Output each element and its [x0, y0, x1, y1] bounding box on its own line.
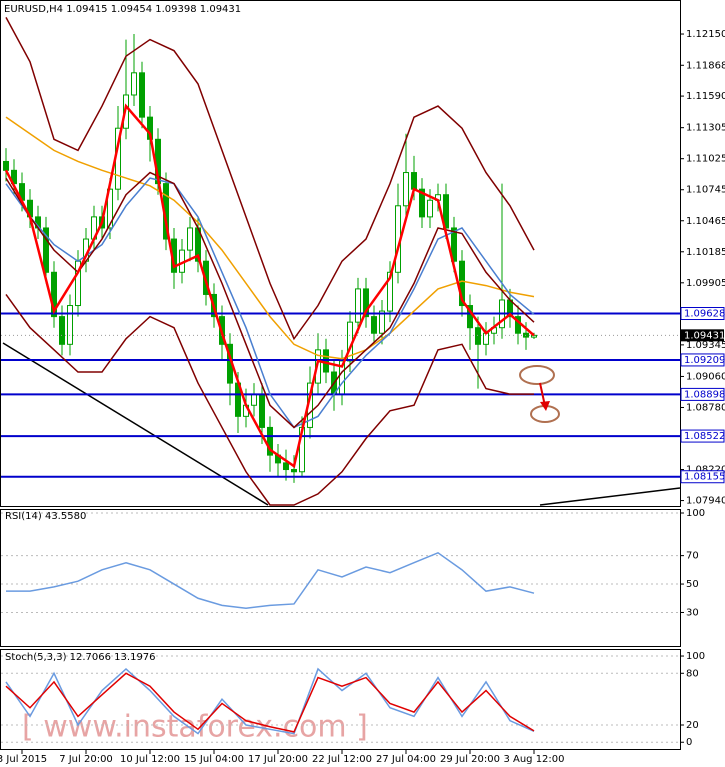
candle-body — [43, 227, 49, 273]
y-tick-label: 1.08220 — [686, 465, 725, 476]
level-label: 1.08898 — [684, 389, 725, 400]
x-tick-label: 22 Jul 12:00 — [312, 754, 372, 765]
candle-body — [283, 462, 289, 471]
y-tick-label: 100 — [686, 508, 705, 519]
y-tick-label: 1.07940 — [686, 496, 725, 507]
y-tick-label: 20 — [686, 720, 699, 731]
y-tick-label: 30 — [686, 607, 699, 618]
candle-body — [251, 393, 257, 406]
candle-body — [363, 288, 369, 318]
series-line — [5, 294, 534, 506]
level-label-box — [680, 470, 725, 484]
level-label-box — [680, 307, 725, 321]
x-tick-label: 27 Jul 04:00 — [376, 754, 436, 765]
candle-body — [267, 426, 273, 456]
level-label: 1.08155 — [684, 472, 725, 483]
level-label-box — [680, 387, 725, 401]
plot: 1.12150 1.11868 1.11590 1.11305 1.11025 1.107… — [1, 17, 725, 748]
candle-body — [443, 194, 449, 229]
x-tick-label: 3 Aug 12:00 — [503, 754, 564, 765]
candle-body — [403, 172, 409, 207]
candle-body — [355, 288, 361, 323]
x-tick-label: 10 Jul 12:00 — [120, 754, 180, 765]
price-panel — [0, 0, 681, 507]
x-tick-label: 7 Jul 20:00 — [59, 754, 113, 765]
y-tick-label: 1.10745 — [686, 185, 725, 196]
y-tick-label: 1.11305 — [686, 123, 725, 134]
candle-body — [187, 227, 193, 251]
x-tick-label: 29 Jul 20:00 — [440, 754, 500, 765]
candle-body — [291, 469, 297, 473]
y-tick-label: 1.11025 — [686, 154, 725, 165]
candle-body — [451, 227, 457, 262]
y-tick-label: 1.11868 — [686, 60, 725, 71]
stoch-panel — [0, 649, 681, 750]
series-line — [4, 103, 535, 469]
y-tick-label: 1.09905 — [686, 278, 725, 289]
candle-body — [3, 160, 9, 171]
y-tick-label: 1.11590 — [686, 91, 725, 102]
y-tick-label: 50 — [686, 579, 699, 590]
candle-body — [371, 316, 377, 334]
y-tick-label: 100 — [686, 651, 705, 662]
y-tick-label: 1.12150 — [686, 29, 725, 40]
arrow-head — [540, 401, 550, 411]
series-line — [5, 116, 535, 360]
x-tick-label: 15 Jul 04:00 — [184, 754, 244, 765]
level-label-box — [680, 429, 725, 443]
series-line — [5, 17, 535, 341]
level-label: 1.09209 — [684, 355, 725, 366]
trend-line — [539, 487, 681, 506]
y-tick-label: 0 — [686, 737, 692, 748]
x-tick-label: 3 Jul 2015 — [0, 754, 47, 765]
y-tick-label: 1.09345 — [686, 340, 725, 351]
candle-body — [419, 188, 425, 218]
candle-body — [131, 72, 137, 96]
level-label: 1.09628 — [684, 309, 725, 320]
y-tick-label: 1.10465 — [686, 216, 725, 227]
level-label: 1.08522 — [684, 431, 725, 442]
series-line — [6, 551, 535, 609]
candle-body — [411, 172, 417, 190]
annotation-circle — [519, 365, 555, 385]
chart-title: EURUSD,H4 1.09415 1.09454 1.09398 1.0943… — [4, 4, 241, 15]
candle-body — [139, 72, 145, 118]
rsi-title: RSI(14) 43.5580 — [5, 511, 86, 522]
candle-body — [259, 393, 265, 428]
candle-body — [379, 310, 385, 334]
level-label-box — [680, 353, 725, 367]
candle-body — [459, 260, 465, 307]
candle-body — [51, 271, 57, 318]
candle-body — [59, 316, 65, 345]
y-tick-label: 1.08780 — [686, 402, 725, 413]
rsi-panel — [0, 509, 681, 647]
current-price-label: 1.09431 — [684, 330, 725, 341]
candle-body — [427, 199, 433, 218]
x-tick-label: 17 Jul 20:00 — [248, 754, 308, 765]
y-tick-label: 70 — [686, 551, 699, 562]
y-tick-label: 80 — [686, 668, 699, 679]
stoch-title: Stoch(5,3,3) 12.7066 13.1976 — [5, 652, 156, 663]
series-line — [5, 672, 535, 733]
candle-body — [67, 305, 73, 345]
current-price-box — [681, 329, 724, 342]
trend-line — [2, 342, 269, 506]
y-tick-label: 1.10185 — [686, 247, 725, 258]
y-tick-label: 1.09060 — [686, 371, 725, 382]
candle-body — [387, 271, 393, 312]
candle-body — [475, 327, 481, 345]
